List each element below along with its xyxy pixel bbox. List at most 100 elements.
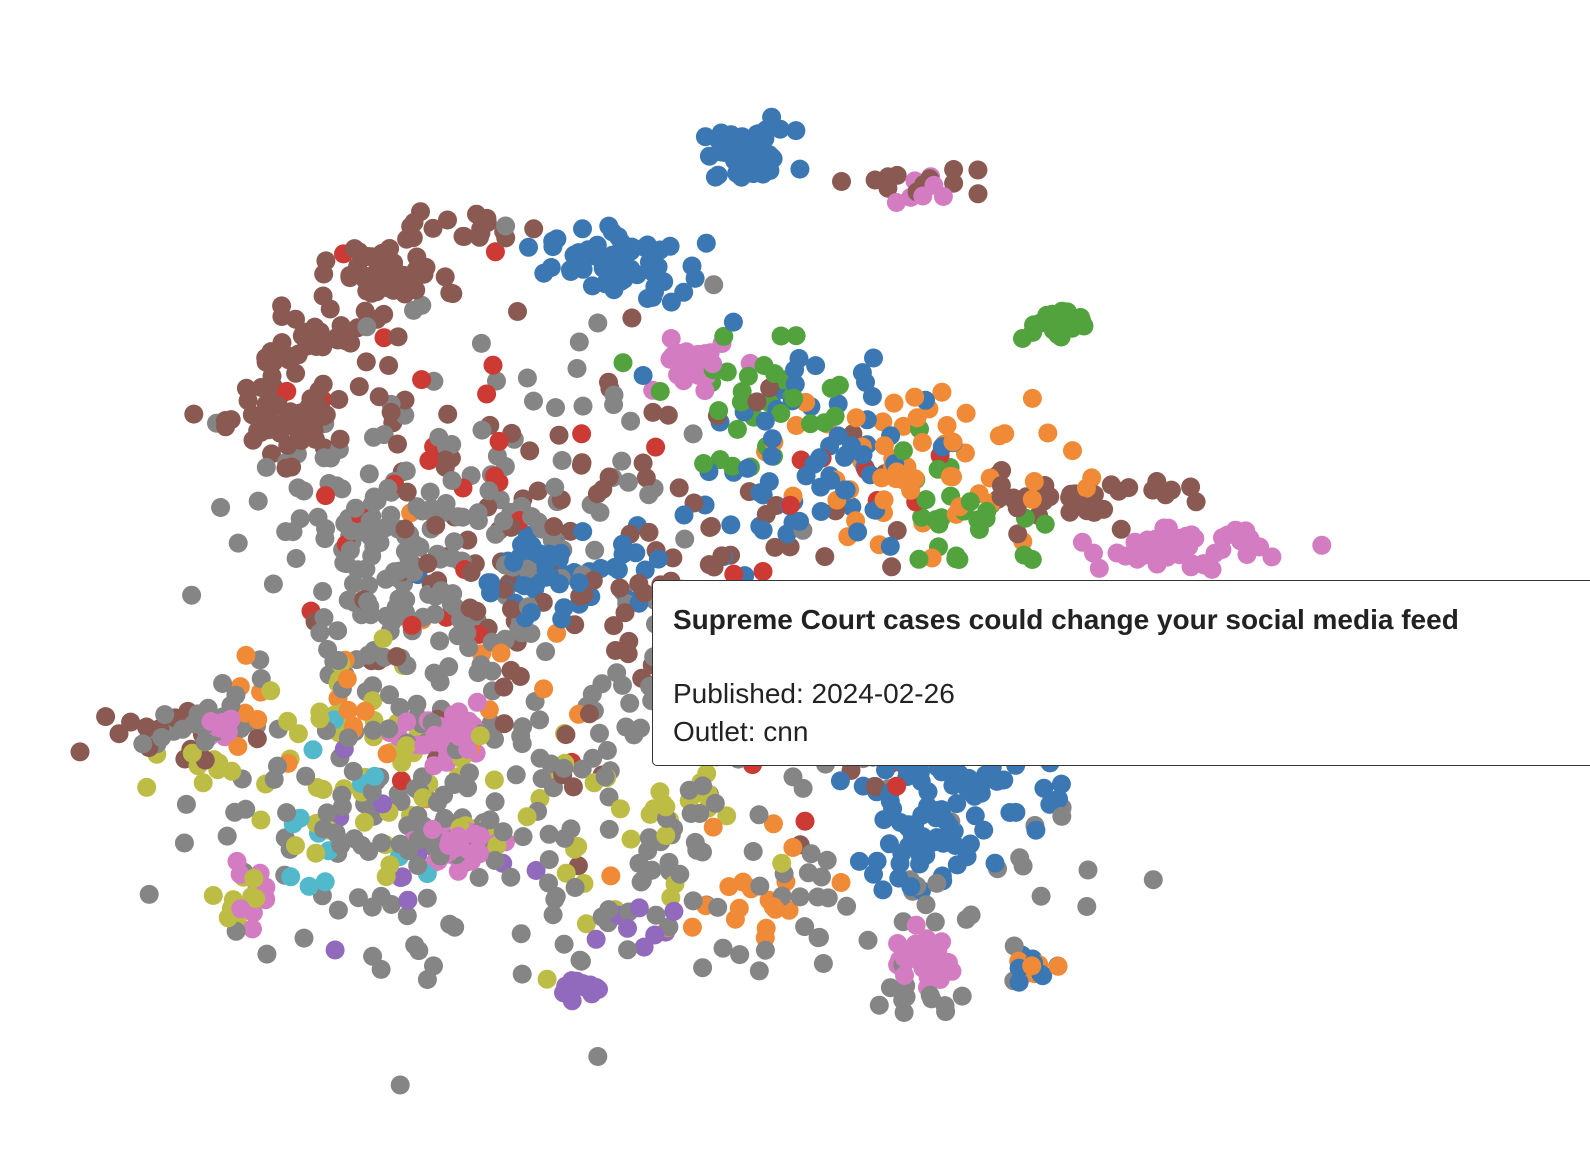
data-point-blue[interactable] — [853, 445, 873, 465]
data-point-olive[interactable] — [517, 807, 537, 827]
data-point-blue[interactable] — [633, 366, 653, 385]
data-point-olive[interactable] — [261, 681, 281, 701]
data-point-olive[interactable] — [222, 761, 242, 781]
data-point-gray[interactable] — [512, 734, 532, 754]
data-point-gray[interactable] — [396, 461, 416, 481]
data-point-green[interactable] — [754, 356, 774, 375]
data-point-green[interactable] — [694, 454, 714, 473]
data-point-pink[interactable] — [1262, 547, 1282, 567]
data-point-gray[interactable] — [485, 729, 504, 749]
data-point-gray[interactable] — [812, 867, 831, 887]
data-point-gray[interactable] — [545, 477, 565, 497]
data-point-blue[interactable] — [873, 880, 893, 900]
data-point-gray[interactable] — [338, 728, 358, 748]
data-point-blue[interactable] — [674, 505, 694, 525]
data-point-pink[interactable] — [895, 965, 914, 985]
data-point-brown[interactable] — [494, 714, 514, 734]
data-point-green[interactable] — [929, 514, 949, 534]
data-point-pink[interactable] — [448, 826, 468, 846]
data-point-gray[interactable] — [693, 958, 713, 978]
data-point-olive[interactable] — [717, 806, 737, 826]
data-point-olive[interactable] — [373, 629, 393, 648]
data-point-brown[interactable] — [1161, 480, 1181, 500]
data-point-brown[interactable] — [109, 724, 129, 744]
data-point-brown[interactable] — [643, 402, 663, 422]
data-point-gray[interactable] — [546, 398, 565, 418]
data-point-gray[interactable] — [935, 996, 955, 1016]
data-point-brown[interactable] — [292, 326, 312, 346]
data-point-red[interactable] — [753, 562, 773, 581]
data-point-pink[interactable] — [414, 735, 434, 755]
data-point-gray[interactable] — [750, 876, 770, 896]
data-point-gray[interactable] — [375, 518, 395, 538]
data-point-blue[interactable] — [947, 794, 967, 814]
data-point-blue[interactable] — [619, 238, 639, 257]
data-point-olive[interactable] — [772, 853, 792, 873]
data-point-cyan[interactable] — [315, 872, 335, 892]
data-point-brown[interactable] — [604, 616, 624, 636]
data-point-gray[interactable] — [1143, 870, 1163, 890]
data-point-brown[interactable] — [639, 522, 659, 542]
data-point-brown[interactable] — [453, 226, 473, 246]
data-point-gray[interactable] — [458, 778, 478, 798]
data-point-gray[interactable] — [749, 961, 769, 981]
data-point-pink[interactable] — [467, 692, 487, 712]
data-point-gray[interactable] — [429, 427, 449, 447]
data-point-pink[interactable] — [666, 343, 686, 362]
data-point-olive[interactable] — [396, 736, 416, 756]
data-point-brown[interactable] — [279, 350, 299, 370]
data-point-gray[interactable] — [880, 978, 900, 998]
data-point-gray[interactable] — [155, 705, 175, 725]
data-point-gray[interactable] — [638, 841, 658, 861]
data-point-gray[interactable] — [405, 935, 425, 955]
data-point-blue[interactable] — [985, 853, 1005, 873]
data-point-orange[interactable] — [940, 467, 960, 486]
data-point-gray[interactable] — [517, 368, 537, 388]
data-point-brown[interactable] — [461, 563, 481, 582]
data-point-gray[interactable] — [313, 582, 333, 601]
data-point-blue[interactable] — [621, 259, 641, 279]
data-point-green[interactable] — [916, 490, 936, 510]
data-point-blue[interactable] — [762, 148, 782, 168]
data-point-blue[interactable] — [830, 771, 850, 791]
data-point-brown[interactable] — [278, 435, 298, 455]
data-point-brown[interactable] — [633, 453, 653, 473]
data-point-blue[interactable] — [790, 511, 809, 531]
data-point-gray[interactable] — [431, 581, 451, 601]
data-point-pink[interactable] — [1116, 546, 1135, 566]
data-point-green[interactable] — [709, 401, 729, 421]
data-point-cyan[interactable] — [281, 867, 301, 887]
data-point-orange[interactable] — [1022, 956, 1042, 976]
data-point-pink[interactable] — [1237, 545, 1257, 564]
data-point-pink[interactable] — [1312, 535, 1332, 555]
data-point-gray[interactable] — [417, 888, 437, 908]
data-point-blue[interactable] — [790, 159, 810, 179]
data-point-olive[interactable] — [246, 889, 266, 908]
data-point-brown[interactable] — [388, 327, 408, 347]
data-point-gray[interactable] — [296, 766, 316, 786]
data-point-orange[interactable] — [601, 866, 621, 886]
data-point-orange[interactable] — [956, 403, 976, 423]
data-point-brown[interactable] — [520, 441, 540, 461]
data-point-brown[interactable] — [634, 583, 654, 603]
data-point-brown[interactable] — [276, 458, 296, 478]
data-point-purple[interactable] — [526, 861, 546, 880]
data-point-gray[interactable] — [749, 805, 769, 825]
data-point-gray[interactable] — [539, 850, 559, 870]
data-point-gray[interactable] — [485, 792, 505, 812]
data-point-green[interactable] — [613, 353, 633, 373]
data-point-gray[interactable] — [1031, 886, 1051, 906]
data-point-gray[interactable] — [501, 867, 521, 887]
data-point-gray[interactable] — [294, 928, 314, 948]
data-point-brown[interactable] — [610, 578, 630, 598]
data-point-orange[interactable] — [786, 416, 806, 435]
data-point-gray[interactable] — [705, 793, 725, 813]
data-point-gray[interactable] — [344, 574, 363, 594]
data-point-gray[interactable] — [434, 785, 454, 805]
data-point-orange[interactable] — [783, 838, 803, 857]
data-point-purple[interactable] — [618, 918, 637, 938]
data-point-orange[interactable] — [534, 679, 554, 699]
data-point-gray[interactable] — [317, 803, 337, 823]
data-point-green[interactable] — [1071, 308, 1091, 327]
